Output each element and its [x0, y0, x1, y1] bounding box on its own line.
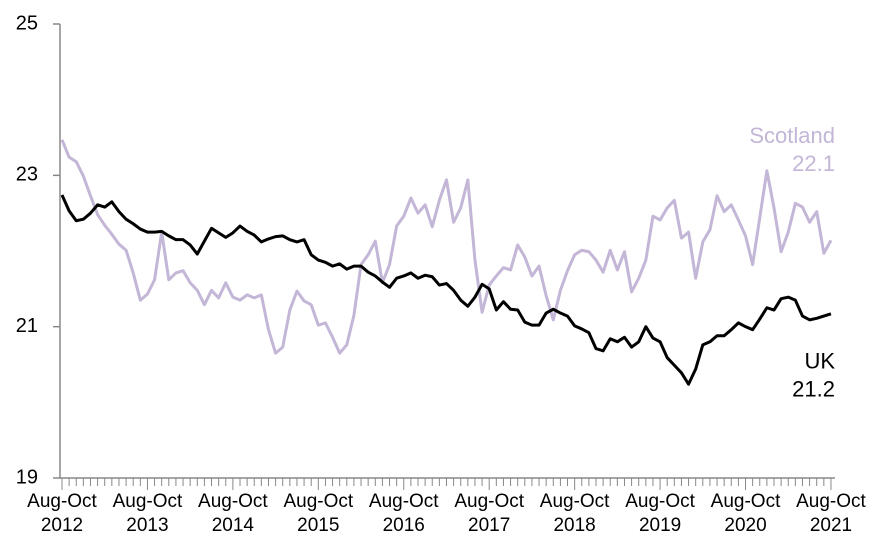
- x-tick-label: Aug-Oct 2019: [625, 491, 695, 536]
- y-tick-label: 23: [16, 164, 38, 186]
- line: [60, 139, 833, 355]
- y-tick-label: 21: [16, 315, 38, 337]
- x-tick-label: Aug-Oct 2013: [112, 491, 183, 536]
- x-tick-label: Aug-Oct 2014: [198, 491, 268, 536]
- line: [60, 194, 832, 386]
- y-tick-label: 25: [16, 12, 38, 34]
- x-tick-label: Aug-Oct 2016: [368, 491, 439, 536]
- series-label: UK: [804, 349, 835, 374]
- series-label: Scotland: [749, 123, 835, 148]
- value-label: 22.1: [792, 151, 835, 176]
- x-tick-label: Aug-Oct 2020: [710, 491, 781, 536]
- x-tick-label: Aug-Oct 2018: [539, 491, 610, 536]
- x-tick-label: Aug-Oct 2021: [796, 491, 866, 536]
- y-tick-label: 19: [16, 466, 38, 488]
- value-label: 21.2: [792, 377, 835, 402]
- x-tick-label: Aug-Oct 2015: [283, 491, 354, 536]
- x-tick-label: Aug-Oct 2017: [454, 491, 525, 536]
- x-tick-label: Aug-Oct 2012: [27, 491, 97, 536]
